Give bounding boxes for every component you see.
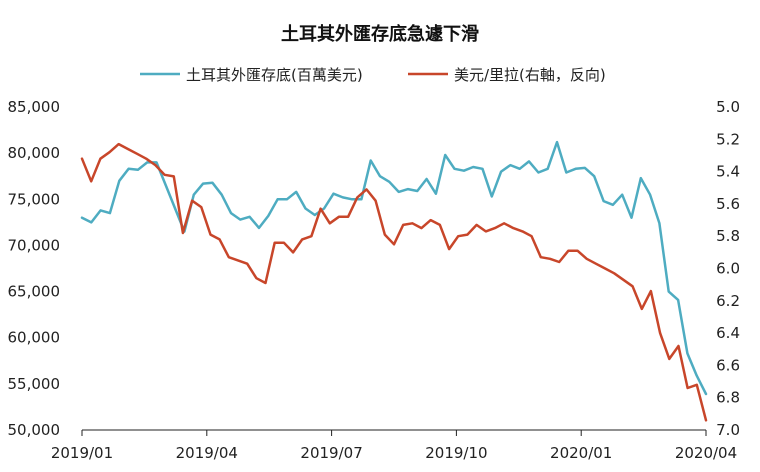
- x-tick-label: 2019/10: [425, 444, 487, 462]
- y-right-tick-label: 7.0: [716, 421, 740, 439]
- legend: 土耳其外匯存底(百萬美元) 美元/里拉(右軸，反向): [140, 66, 606, 84]
- legend-label-usdtry: 美元/里拉(右軸，反向): [454, 66, 606, 84]
- y-left-tick-label: 60,000: [8, 329, 61, 347]
- x-tick-label: 2019/01: [51, 444, 113, 462]
- x-tick-label: 2019/07: [300, 444, 362, 462]
- chart-title: 土耳其外匯存底急遽下滑: [281, 23, 479, 45]
- y-right-tick-label: 6.2: [716, 292, 740, 310]
- series-layer: [80, 140, 708, 422]
- x-tick-label: 2019/04: [176, 444, 238, 462]
- y-left-tick-label: 50,000: [8, 421, 61, 439]
- y-axis-right: 5.0 5.2 5.4 5.6 5.8 6.0 6.2 6.4 6.6 6.8 7.0: [716, 98, 740, 439]
- y-left-tick-label: 65,000: [8, 283, 61, 301]
- y-right-tick-label: 5.6: [716, 195, 740, 213]
- x-tick-label: 2020/01: [550, 444, 612, 462]
- y-right-tick-label: 5.4: [716, 163, 740, 181]
- y-right-tick-label: 6.6: [716, 356, 740, 374]
- y-right-tick-label: 5.2: [716, 130, 740, 148]
- legend-label-reserves: 土耳其外匯存底(百萬美元): [186, 66, 363, 84]
- y-right-tick-label: 6.8: [716, 389, 740, 407]
- y-left-tick-label: 85,000: [8, 98, 61, 116]
- y-axis-left: 50,000 55,000 60,000 65,000 70,000 75,000 80,0…: [8, 98, 61, 439]
- x-axis: 2019/01 2019/04 2019/07 2019/10 2020/01 2020/…: [51, 429, 737, 462]
- y-right-tick-label: 5.0: [716, 98, 740, 116]
- y-right-tick-label: 5.8: [716, 227, 740, 245]
- y-right-tick-label: 6.0: [716, 260, 740, 278]
- series-line-usdtry: [80, 142, 708, 422]
- x-tick-label: 2020/04: [675, 444, 737, 462]
- y-left-tick-label: 70,000: [8, 236, 61, 254]
- y-left-tick-label: 80,000: [8, 144, 61, 162]
- y-left-tick-label: 55,000: [8, 375, 61, 393]
- y-right-tick-label: 6.4: [716, 324, 740, 342]
- y-left-tick-label: 75,000: [8, 190, 61, 208]
